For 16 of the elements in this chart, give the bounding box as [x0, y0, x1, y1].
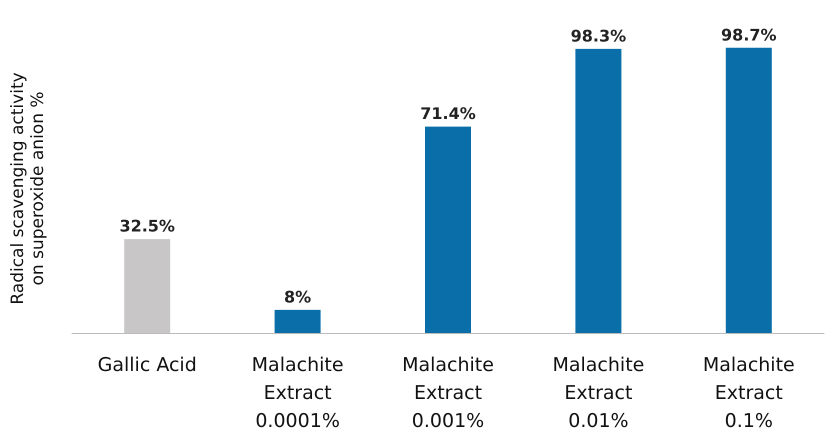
x-tick-label: Malachite Extract 0.001% [402, 354, 494, 432]
bar [425, 126, 471, 333]
bar [726, 48, 772, 333]
data-label: 8% [284, 287, 312, 306]
data-label: 98.3% [570, 26, 626, 46]
x-tick-label: Gallic Acid [98, 354, 197, 376]
data-label: 71.4% [420, 104, 476, 124]
bar [575, 48, 622, 333]
data-label: 32.5% [119, 216, 175, 236]
data-label: 98.7% [721, 25, 777, 44]
y-axis-title: Radical scavenging activity on superoxide anion % [8, 72, 48, 305]
x-tick-label: Malachite Extract 0.1% [702, 354, 795, 432]
x-tick-label: Malachite Extract 0.0001% [252, 354, 344, 432]
bar [124, 239, 170, 333]
x-tick-label: Malachite Extract 0.01% [552, 354, 644, 432]
bar [274, 310, 321, 333]
